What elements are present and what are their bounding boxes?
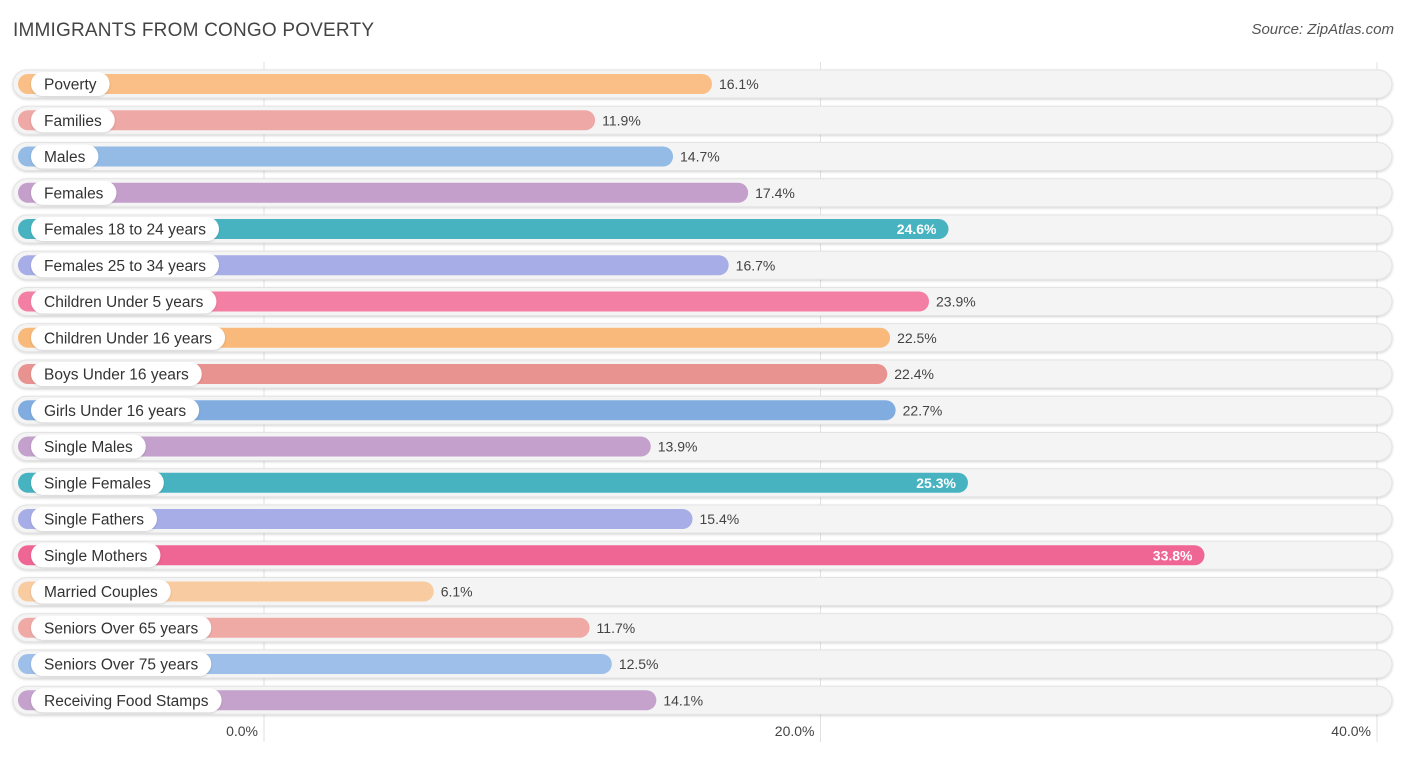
category-label: Poverty [44, 77, 97, 94]
value-label: 11.9% [602, 112, 641, 128]
category-label-pill [31, 688, 222, 713]
category-label-pill [31, 72, 110, 96]
bar [18, 472, 968, 493]
bar-row: Females 18 to 24 years 24.6% [12, 214, 1393, 244]
bar [18, 400, 896, 421]
bar-row: Seniors Over 65 years 11.7% [12, 613, 1393, 643]
category-label: Single Males [44, 439, 133, 456]
category-label-pill [31, 144, 99, 169]
bar [18, 364, 888, 384]
bar-row: Single Fathers 15.4% [12, 504, 1393, 534]
category-label: Children Under 16 years [44, 330, 212, 347]
category-label-pill [31, 362, 202, 386]
bar [18, 327, 891, 348]
category-label: Females [44, 185, 104, 202]
bar-row: Children Under 16 years 22.5% [12, 323, 1393, 353]
value-label: 14.1% [663, 692, 703, 708]
bar [18, 74, 712, 94]
bar [18, 219, 949, 239]
bar-row: Single Males 13.9% [12, 432, 1393, 461]
x-tick-label: 0.0% [226, 723, 258, 739]
category-label-pill [31, 507, 157, 531]
bar [18, 110, 596, 131]
bar-row: Single Females 25.3% [12, 468, 1393, 498]
category-label: Boys Under 16 years [44, 367, 189, 384]
category-label: Single Females [44, 475, 151, 492]
value-label: 22.4% [894, 366, 934, 382]
bar [18, 509, 693, 529]
bar-row: Females 25 to 34 years 16.7% [12, 250, 1393, 280]
category-label-pill [31, 398, 200, 423]
category-label-pill [31, 289, 217, 314]
value-label: 24.6% [897, 221, 937, 237]
value-label: 17.4% [755, 185, 795, 201]
category-label-pill [31, 579, 171, 604]
value-label: 16.7% [736, 257, 776, 273]
category-label-pill [31, 615, 212, 640]
category-label: Seniors Over 65 years [44, 620, 198, 637]
value-label: 25.3% [916, 475, 956, 491]
category-label: Females 25 to 34 years [44, 258, 206, 275]
bar [18, 436, 651, 457]
bar [18, 291, 930, 312]
bar [18, 182, 749, 203]
category-label-pill [31, 253, 219, 278]
value-label: 33.8% [1153, 547, 1193, 563]
value-label: 16.1% [719, 76, 759, 92]
category-label: Females 18 to 24 years [44, 222, 206, 239]
value-label: 13.9% [658, 439, 698, 455]
bar [18, 545, 1205, 566]
category-label-pill [31, 325, 226, 350]
value-label: 22.7% [903, 402, 943, 418]
bar-row: Poverty 16.1% [12, 69, 1393, 99]
value-label: 14.7% [680, 149, 720, 165]
bar-row: Single Mothers 33.8% [12, 540, 1393, 570]
category-label-pill [31, 217, 219, 241]
x-axis-ticks: 0.0% 20.0% 40.0% [226, 723, 1371, 739]
value-label: 6.1% [441, 584, 473, 600]
category-label-pill [31, 180, 117, 205]
bar-row: Females 17.4% [12, 178, 1393, 208]
category-label-pill [31, 543, 161, 568]
category-label: Males [44, 149, 86, 166]
category-label: Married Couples [44, 584, 158, 601]
bar-row: Receiving Food Stamps 14.1% [12, 685, 1393, 715]
category-label-pill [31, 652, 212, 676]
bar-row: Married Couples 6.1% [12, 577, 1393, 606]
category-label: Single Mothers [44, 548, 148, 565]
bar-row: Families 11.9% [12, 105, 1393, 135]
value-label: 12.5% [619, 656, 659, 672]
category-label: Girls Under 16 years [44, 403, 186, 420]
category-label: Families [44, 113, 102, 130]
chart-title: IMMIGRANTS FROM CONGO POVERTY [13, 20, 375, 41]
bar-row: Children Under 5 years 23.9% [12, 287, 1393, 316]
category-label: Single Fathers [44, 512, 144, 529]
value-label: 23.9% [936, 294, 976, 310]
x-tick-label: 20.0% [775, 723, 815, 739]
category-label: Children Under 5 years [44, 294, 204, 311]
value-label: 22.5% [897, 330, 937, 346]
bar-row: Girls Under 16 years 22.7% [12, 395, 1393, 425]
category-label-pill [31, 108, 115, 133]
bar-row: Males 14.7% [12, 142, 1393, 171]
category-label: Seniors Over 75 years [44, 657, 198, 674]
bar-row: Seniors Over 75 years 12.5% [12, 649, 1393, 679]
bar-row: Boys Under 16 years 22.4% [12, 359, 1393, 389]
bar-rows: Poverty 16.1% Families 11.9% Males 14.7% Femal… [12, 69, 1393, 715]
bar [18, 146, 674, 167]
category-label: Receiving Food Stamps [44, 693, 209, 710]
source-credit: Source: ZipAtlas.com [1251, 21, 1394, 38]
x-tick-label: 40.0% [1331, 723, 1371, 739]
category-label-pill [31, 434, 146, 459]
value-label: 11.7% [597, 620, 636, 636]
value-label: 15.4% [700, 511, 740, 527]
category-label-pill [31, 470, 164, 495]
